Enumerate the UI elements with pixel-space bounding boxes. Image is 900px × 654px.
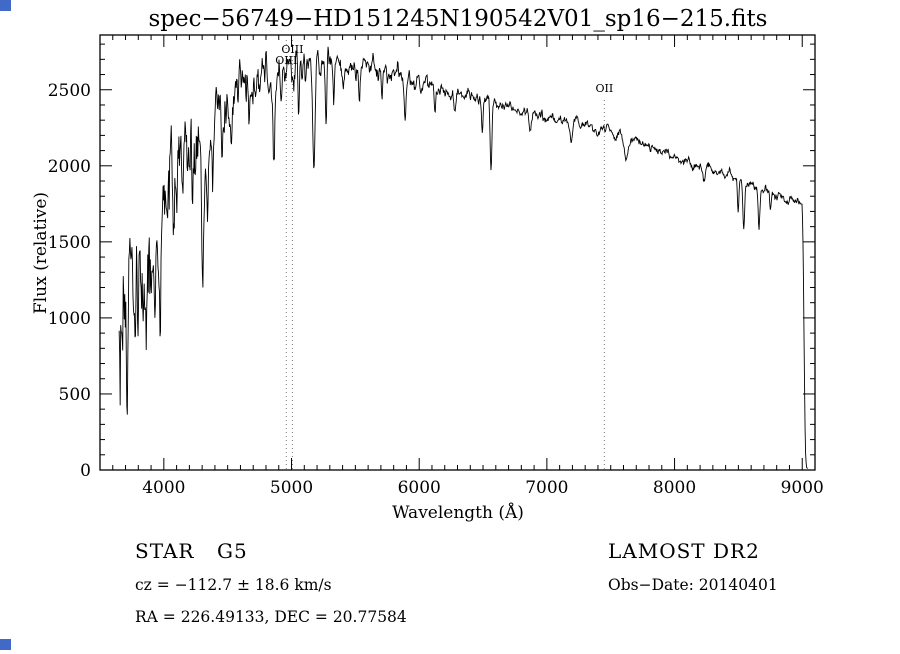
marker-label: OII: [595, 82, 613, 95]
x-tick-label: 9000: [781, 478, 824, 498]
corner-artifact-bottom-left: [0, 639, 11, 650]
spectral-subclass-label: G5: [217, 539, 248, 563]
x-tick-label: 8000: [653, 478, 696, 498]
y-tick-label: 2500: [48, 81, 91, 101]
axes: 4000 5000 6000 7000 8000 9000 0 500 1000 1500 2000…: [48, 34, 824, 498]
radial-velocity-label: cz = −112.7 ± 18.6 km/s: [135, 576, 332, 594]
x-tick-label: 6000: [398, 478, 441, 498]
x-tick-label: 4000: [142, 478, 185, 498]
corner-artifact-top-left: [0, 0, 11, 11]
x-tick-label: 5000: [270, 478, 313, 498]
plot-title: spec−56749−HD151245N190542V01_sp16−215.f…: [149, 6, 768, 32]
survey-label: LAMOST DR2: [608, 539, 760, 563]
marker-label: OIII: [275, 54, 297, 67]
plot-frame: [99, 34, 816, 471]
y-tick-label: 500: [59, 385, 91, 405]
y-axis-label: Flux (relative): [31, 192, 51, 314]
spectrum-line: [118, 46, 808, 469]
marker-label: OIII: [281, 43, 303, 56]
y-tick-label: 1500: [48, 233, 91, 253]
object-class-label: STAR: [135, 539, 194, 563]
ra-dec-label: RA = 226.49133, DEC = 20.77584: [135, 608, 407, 626]
y-tick-label: 0: [80, 461, 91, 481]
x-axis-label: Wavelength (Å): [392, 502, 524, 523]
obs-date-label: Obs−Date: 20140401: [608, 576, 778, 594]
y-tick-label: 1000: [48, 309, 91, 329]
y-tick-label: 2000: [48, 157, 91, 177]
spectrum-trace: [118, 46, 808, 469]
x-tick-label: 7000: [525, 478, 568, 498]
